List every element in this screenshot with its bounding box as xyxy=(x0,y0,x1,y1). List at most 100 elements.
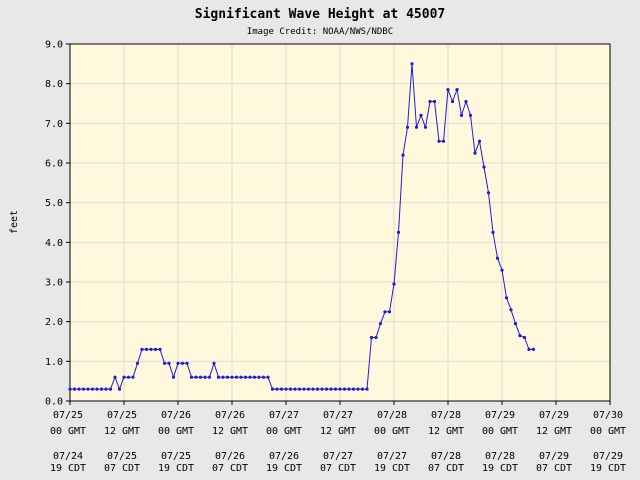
data-point xyxy=(311,387,315,391)
data-point xyxy=(482,165,486,169)
x-tick-local-time: 07 CDT xyxy=(320,463,356,474)
x-tick-local-time: 07 CDT xyxy=(428,463,464,474)
data-point xyxy=(230,375,234,379)
x-tick-local-time: 19 CDT xyxy=(50,463,86,474)
data-point xyxy=(108,387,113,391)
data-point xyxy=(239,375,243,379)
data-point xyxy=(437,139,441,143)
x-tick-local-date: 07/27 xyxy=(323,451,353,462)
data-point xyxy=(72,387,77,391)
data-point xyxy=(126,375,131,379)
data-point xyxy=(275,387,279,391)
data-point xyxy=(468,113,473,117)
x-tick-local-date: 07/25 xyxy=(161,451,191,462)
x-tick-gmt-time: 00 GMT xyxy=(482,426,518,437)
x-tick-local-date: 07/29 xyxy=(539,451,569,462)
data-point xyxy=(356,387,360,391)
data-point xyxy=(153,347,158,351)
y-tick-label: 1.0 xyxy=(45,357,63,368)
data-point xyxy=(117,387,122,391)
axis-layer: 0.0 1.0 2.0 3.0 4.0 5.0 6.0 7.0 8.0 9.0 07/25 00 GM… xyxy=(45,40,626,475)
data-point xyxy=(261,375,266,379)
x-tick-gmt-date: 07/29 xyxy=(539,410,569,421)
x-tick-gmt-date: 07/28 xyxy=(431,410,461,421)
x-tick-local-date: 07/28 xyxy=(485,451,515,462)
data-point xyxy=(486,191,491,195)
y-axis-label: feet xyxy=(9,210,20,234)
x-tick-gmt-date: 07/25 xyxy=(53,410,83,421)
data-point xyxy=(513,322,518,326)
y-tick-label: 7.0 xyxy=(45,119,63,130)
x-tick-gmt-time: 12 GMT xyxy=(104,426,140,437)
data-point xyxy=(248,375,252,379)
data-point xyxy=(477,139,482,143)
data-point xyxy=(158,347,162,351)
x-tick-gmt-time: 00 GMT xyxy=(266,426,302,437)
series-layer xyxy=(68,62,536,391)
data-point xyxy=(221,375,225,379)
data-point xyxy=(135,361,140,365)
x-tick-gmt-date: 07/27 xyxy=(269,410,299,421)
x-tick-gmt-time: 12 GMT xyxy=(536,426,572,437)
x-tick-local-date: 07/27 xyxy=(377,451,407,462)
data-point xyxy=(194,375,198,379)
y-tick-label: 0.0 xyxy=(45,397,63,408)
x-tick-local-time: 19 CDT xyxy=(266,463,302,474)
data-point xyxy=(86,387,90,391)
data-point xyxy=(315,387,320,391)
data-point xyxy=(522,335,527,340)
data-point xyxy=(306,387,311,391)
data-point xyxy=(162,361,167,365)
data-point xyxy=(527,347,531,351)
data-point xyxy=(446,88,450,92)
data-point xyxy=(144,347,149,351)
x-tick-gmt-date: 07/26 xyxy=(161,410,191,421)
plot-border xyxy=(69,43,611,402)
data-point xyxy=(198,375,203,379)
data-point xyxy=(189,375,194,379)
x-tick-local-time: 07 CDT xyxy=(536,463,572,474)
data-point xyxy=(414,125,419,129)
chart-subtitle: Image Credit: NOAA/NWS/NDBC xyxy=(247,27,393,37)
x-tick-gmt-time: 00 GMT xyxy=(158,426,194,437)
x-tick-local-time: 07 CDT xyxy=(104,463,140,474)
data-point xyxy=(419,113,423,117)
data-point xyxy=(423,125,428,129)
data-point xyxy=(234,375,239,379)
chart-title: Significant Wave Height at 45007 xyxy=(195,7,445,22)
data-point xyxy=(410,62,414,66)
data-point xyxy=(77,387,81,391)
data-point xyxy=(450,99,455,104)
x-tick-gmt-date: 07/30 xyxy=(593,410,623,421)
data-point xyxy=(95,387,99,391)
data-point xyxy=(122,375,126,379)
x-tick-local-date: 07/26 xyxy=(215,451,245,462)
data-point xyxy=(383,310,387,314)
data-point xyxy=(491,230,495,234)
data-point xyxy=(207,375,212,379)
y-tick-label: 3.0 xyxy=(45,278,63,289)
data-point xyxy=(288,387,293,391)
data-point xyxy=(279,387,284,391)
data-point xyxy=(329,387,333,391)
data-point xyxy=(333,387,338,391)
data-point xyxy=(113,375,117,379)
data-point xyxy=(509,308,513,312)
x-tick-local-date: 07/28 xyxy=(431,451,461,462)
data-point xyxy=(455,88,459,92)
data-point xyxy=(495,256,500,260)
x-tick-gmt-time: 12 GMT xyxy=(428,426,464,437)
grid-layer xyxy=(70,44,610,401)
data-point xyxy=(500,268,504,272)
data-point xyxy=(284,387,288,391)
data-point xyxy=(180,361,185,365)
x-tick-local-date: 07/24 xyxy=(53,451,83,462)
x-tick-gmt-date: 07/27 xyxy=(323,410,353,421)
x-tick-gmt-time: 00 GMT xyxy=(50,426,86,437)
data-point xyxy=(531,347,536,351)
data-point xyxy=(203,375,207,379)
data-point xyxy=(171,375,176,379)
data-point xyxy=(387,310,392,314)
